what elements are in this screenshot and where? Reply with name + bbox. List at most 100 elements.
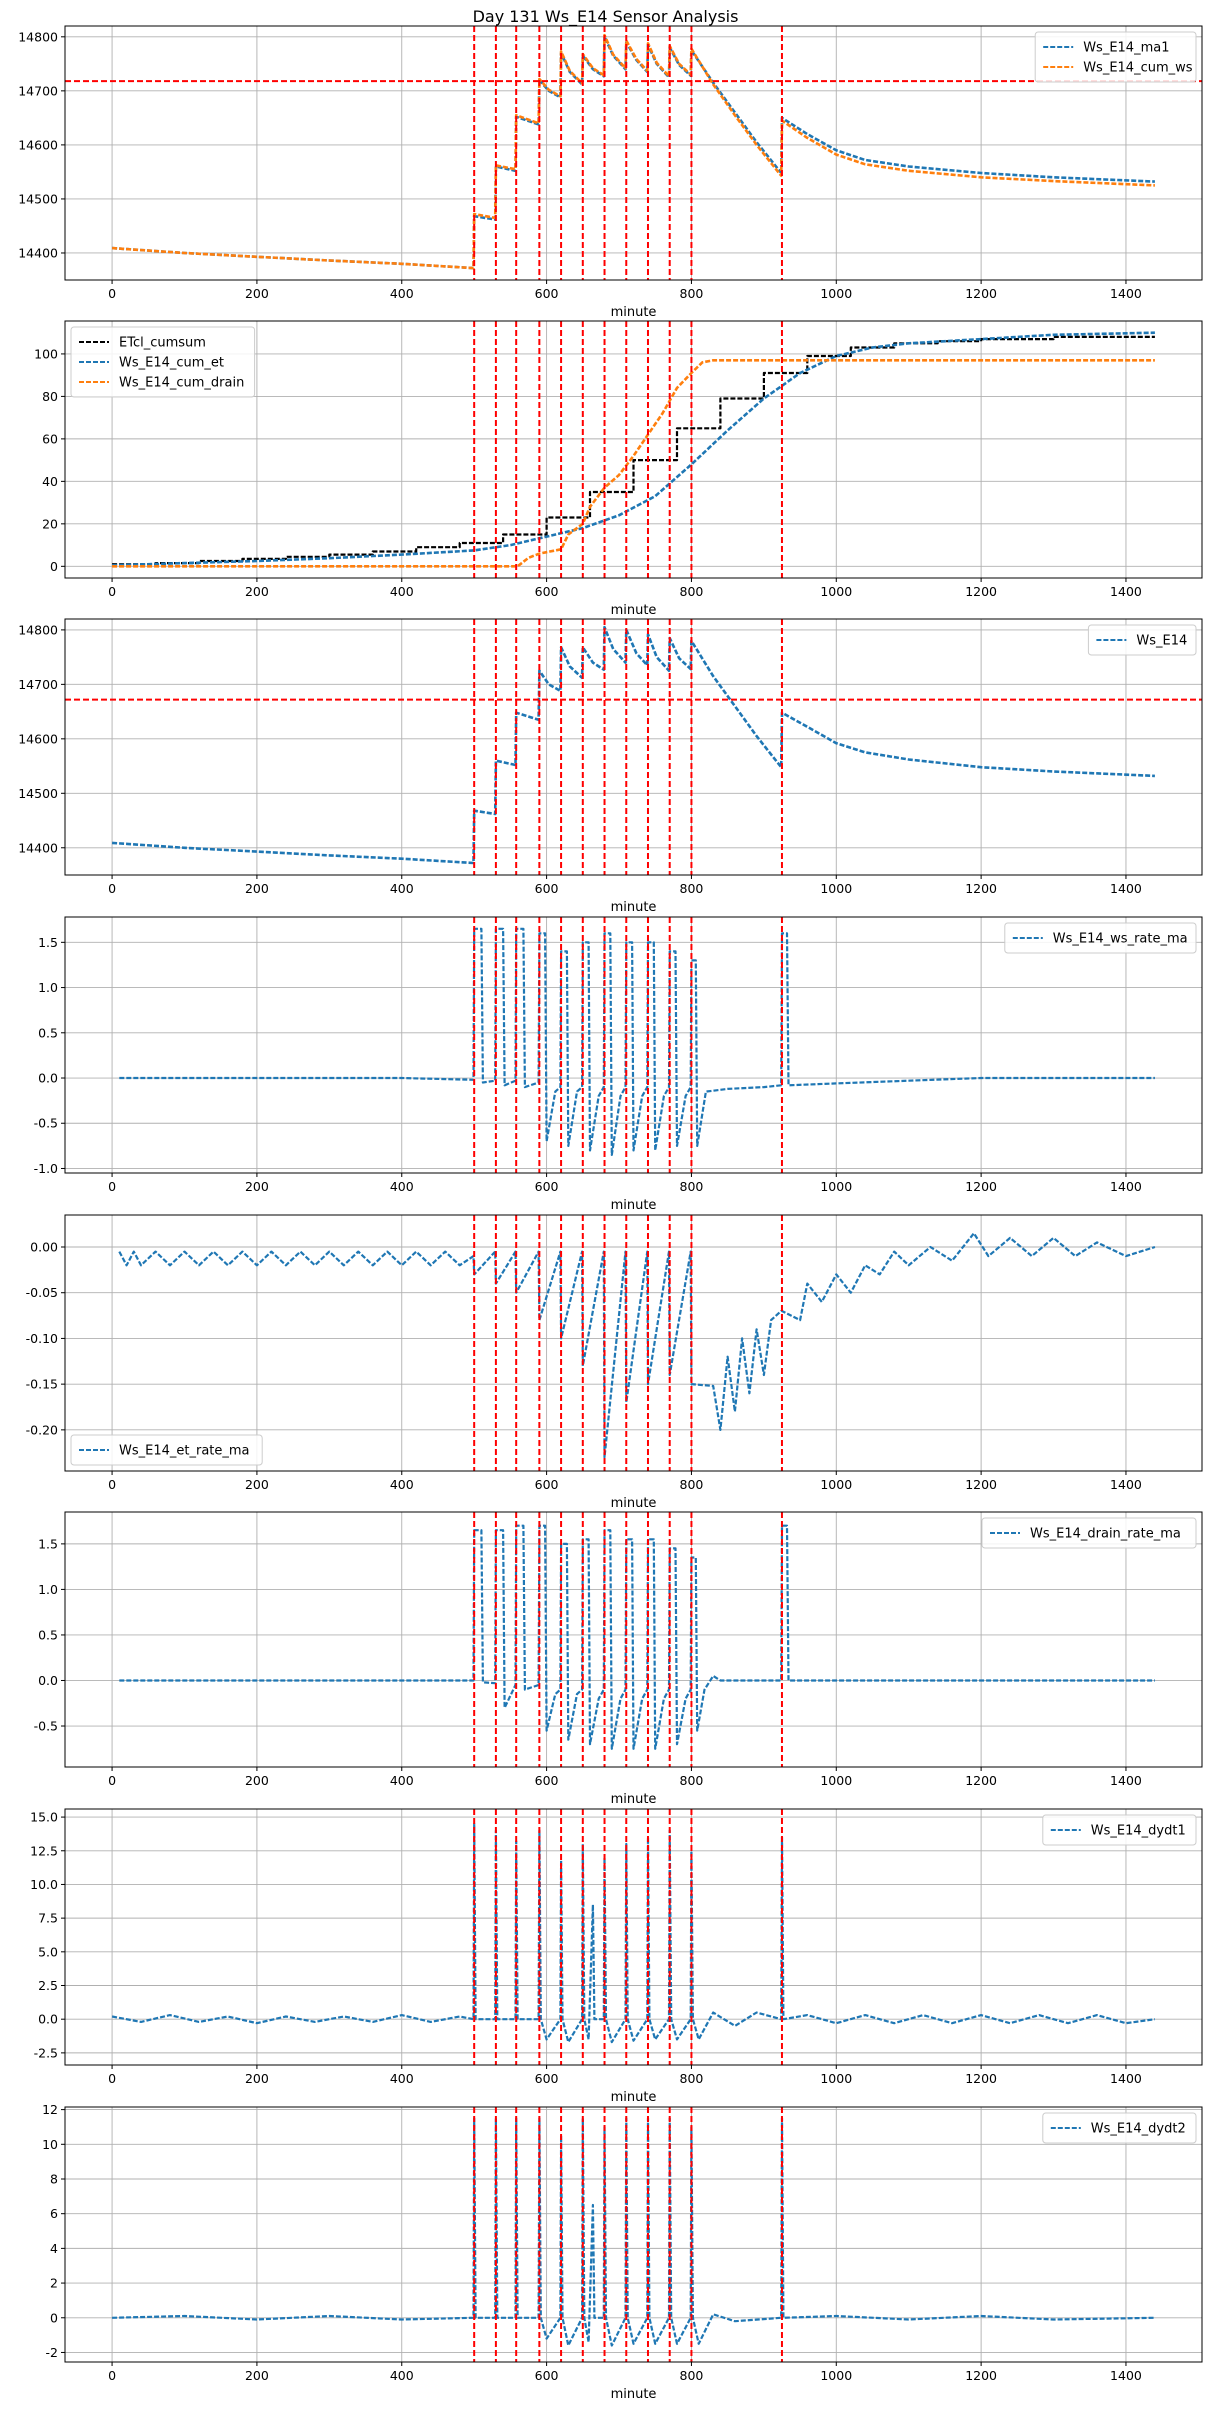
axes-frame xyxy=(64,916,1203,1174)
x-tick-label: 1400 xyxy=(1110,2071,1142,2086)
axes-frame xyxy=(64,1511,1203,1768)
x-tick-label: 600 xyxy=(535,1477,559,1492)
y-tick-label: 6 xyxy=(50,2206,58,2221)
x-axis-label: minute xyxy=(611,900,657,915)
y-tick-label: 4 xyxy=(50,2241,58,2256)
subplot-2: 0 200 400 600 800 1000 1200 1400 0 20 40 60 80 100 min… xyxy=(34,320,1203,618)
y-tick-label: 14600 xyxy=(18,137,58,152)
x-tick-label: 0 xyxy=(108,1477,116,1492)
x-tick-label: 0 xyxy=(108,881,116,896)
plot-area xyxy=(112,2107,1155,2362)
legend-box xyxy=(70,1434,263,1466)
legend-box xyxy=(1042,1814,1197,1846)
y-tick-label: 7.5 xyxy=(38,1911,58,1926)
legend: Ws_E14_dydt2 xyxy=(1042,2112,1197,2144)
x-tick-label: 0 xyxy=(108,1179,116,1194)
x-tick-label: 1400 xyxy=(1110,1179,1142,1194)
legend-entry: Ws_E14 xyxy=(1136,634,1187,649)
y-tick-label: 0.00 xyxy=(30,1240,58,1255)
subplot-1: 0 200 400 600 800 1000 1200 1400 14400 14500 14600… xyxy=(18,25,1203,320)
plot-area xyxy=(65,26,1202,280)
y-tick-label: -0.20 xyxy=(26,1422,58,1437)
x-tick-label: 1000 xyxy=(820,1773,852,1788)
plot-area xyxy=(65,619,1202,875)
x-tick-label: 600 xyxy=(535,584,559,599)
legend: Ws_E14_ma1 Ws_E14_cum_ws xyxy=(1034,31,1197,83)
y-tick-label: 14800 xyxy=(18,622,58,637)
x-tick-label: 1000 xyxy=(820,2071,852,2086)
y-tick-label: 14400 xyxy=(18,840,58,855)
x-tick-label: 400 xyxy=(390,1477,414,1492)
subplot-4: 0 200 400 600 800 1000 1200 1400 -1.0 -0.5 0.0 0.5 1… xyxy=(34,916,1203,1213)
x-tick-label: 0 xyxy=(108,2368,116,2383)
x-axis-label: minute xyxy=(611,1198,657,1213)
y-tick-label: 14400 xyxy=(18,245,58,260)
y-tick-label: -0.15 xyxy=(26,1377,58,1392)
x-tick-label: 600 xyxy=(535,881,559,896)
legend-entry: Ws_E14_dydt1 xyxy=(1091,1824,1186,1839)
plot-area xyxy=(119,917,1155,1173)
x-tick-label: 1000 xyxy=(820,1477,852,1492)
y-tick-label: 14800 xyxy=(18,29,58,44)
y-tick-label: 2 xyxy=(50,2276,58,2291)
x-tick-label: 0 xyxy=(108,584,116,599)
x-tick-label: 600 xyxy=(535,2071,559,2086)
y-tick-label: 8 xyxy=(50,2171,58,2186)
x-tick-label: 400 xyxy=(390,1179,414,1194)
y-tick-label: 1.5 xyxy=(38,935,58,950)
axes-frame xyxy=(64,1808,1203,2066)
x-tick-label: 1200 xyxy=(965,1477,997,1492)
y-tick-label: -1.0 xyxy=(34,1161,58,1176)
y-tick-label: 1.0 xyxy=(38,980,58,995)
x-tick-label: 1400 xyxy=(1110,1477,1142,1492)
x-tick-label: 800 xyxy=(680,2071,704,2086)
x-tick-label: 400 xyxy=(390,2071,414,2086)
y-tick-label: 14700 xyxy=(18,83,58,98)
y-tick-label: 12 xyxy=(42,2102,58,2117)
y-tick-label: -0.10 xyxy=(26,1331,58,1346)
legend: Ws_E14_dydt1 xyxy=(1042,1814,1197,1846)
x-tick-label: 1000 xyxy=(820,1179,852,1194)
y-tick-label: 60 xyxy=(42,431,58,446)
legend-entry: Ws_E14_drain_rate_ma xyxy=(1030,1527,1181,1542)
y-tick-label: 0.5 xyxy=(38,1627,58,1642)
x-tick-label: 1200 xyxy=(965,1179,997,1194)
legend-entry: Ws_E14_ws_rate_ma xyxy=(1053,932,1188,947)
x-tick-label: 1000 xyxy=(820,881,852,896)
x-tick-label: 0 xyxy=(108,1773,116,1788)
x-axis-label: minute xyxy=(611,1792,657,1807)
x-tick-label: 0 xyxy=(108,2071,116,2086)
y-tick-label: 10.0 xyxy=(30,1877,58,1892)
y-tick-label: 10 xyxy=(42,2137,58,2152)
y-tick-label: 1.5 xyxy=(38,1536,58,1551)
x-axis-label: minute xyxy=(611,305,657,320)
x-tick-label: 200 xyxy=(245,1773,269,1788)
y-tick-label: 14700 xyxy=(18,677,58,692)
x-axis-label: minute xyxy=(611,603,657,618)
x-tick-label: 1400 xyxy=(1110,1773,1142,1788)
x-tick-label: 800 xyxy=(680,881,704,896)
legend: Ws_E14_et_rate_ma xyxy=(70,1434,263,1466)
legend-entry: Ws_E14_cum_drain xyxy=(119,376,244,391)
series-line-Ws_E14_cum_et xyxy=(112,331,1155,567)
x-tick-label: 200 xyxy=(245,584,269,599)
y-tick-label: -2.5 xyxy=(34,2045,58,2060)
x-tick-label: 1200 xyxy=(965,2071,997,2086)
series-line-Ws_E14_drain_rate_ma xyxy=(119,1524,1155,1750)
subplot-3: 0 200 400 600 800 1000 1200 1400 14400 14500 14600… xyxy=(18,618,1203,915)
x-tick-label: 200 xyxy=(245,2071,269,2086)
x-tick-label: 200 xyxy=(245,1179,269,1194)
legend-box xyxy=(70,326,256,398)
legend-box xyxy=(981,1517,1197,1549)
x-axis-label: minute xyxy=(611,1496,657,1511)
y-tick-label: 0.0 xyxy=(38,1071,58,1086)
subplot-7: 0 200 400 600 800 1000 1200 1400 -2.5 0.0 2.5 5.0 7.… xyxy=(30,1808,1203,2105)
x-tick-label: 600 xyxy=(535,1179,559,1194)
figure-title: Day 131 Ws_E14 Sensor Analysis xyxy=(473,7,739,27)
legend: ETcl_cumsum Ws_E14_cum_et Ws_E14_cum_drain xyxy=(70,326,256,398)
x-tick-label: 400 xyxy=(390,881,414,896)
plot-area xyxy=(111,1809,1156,2065)
x-axis-label: minute xyxy=(611,2090,657,2105)
x-tick-label: 0 xyxy=(108,286,116,301)
